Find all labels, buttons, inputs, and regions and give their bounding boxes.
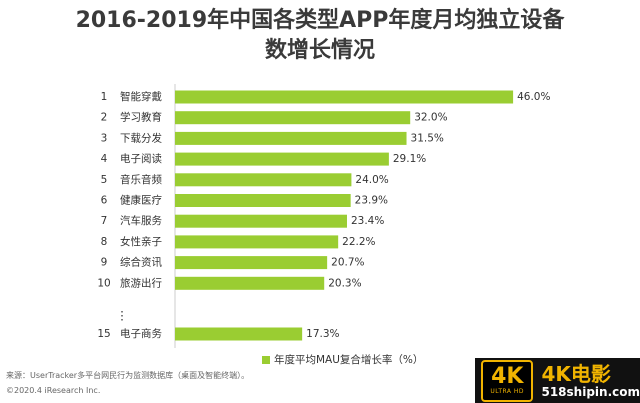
category-label: 综合资讯 [120,256,162,269]
rank-label: 15 [97,328,110,340]
bar-汽车服务 [175,214,347,228]
rank-label: 4 [101,153,108,165]
watermark-logo: 4K ULTRA HD 4K电影 518shipin.com [475,358,640,403]
category-label: 旅游出行 [120,276,162,289]
chart-title-line1: 2016-2019年中国各类型APP年度月均独立设备 [75,8,565,33]
source-note: 来源：UserTracker多平台网民行为监测数据库（桌面及智能终端）。 [6,371,250,380]
category-label: 电子商务 [120,327,162,340]
category-label: 智能穿戴 [120,90,162,103]
rank-label: 9 [101,257,108,269]
value-label: 20.3% [328,277,361,289]
bar-健康医疗 [175,194,351,207]
bar-综合资讯 [175,256,328,270]
value-label: 23.4% [351,215,384,227]
bar-chart: 1 智能穿戴 46.0% 2 学习教育 32.0% 3 下载分发 31.5% 4 电子阅读 29.1%… [97,84,550,348]
bar-下载分发 [175,131,407,145]
legend-label: 年度平均MAU复合增长率（%） [274,354,424,366]
bar-旅游出行 [175,276,325,290]
value-label: 17.3% [306,328,339,340]
rank-label: 2 [101,112,108,124]
watermark-badge-bottom: ULTRA HD [490,387,525,395]
watermark-badge: 4K ULTRA HD [481,359,534,402]
value-label: 32.0% [414,112,447,124]
ellipsis-marker: ⋮ [116,309,128,323]
category-label: 汽车服务 [120,214,162,227]
rank-label: 5 [101,174,108,186]
bar-电子阅读 [175,152,389,166]
value-label: 31.5% [411,132,444,144]
value-label: 20.7% [331,257,364,269]
category-label: 学习教育 [120,111,162,124]
rank-label: 7 [101,215,108,227]
category-label: 音乐音频 [120,173,162,186]
bar-音乐音频 [175,173,352,187]
chart-title-line2: 数增长情况 [264,38,375,63]
category-label: 电子阅读 [120,152,162,165]
watermark-brand: 4K电影 [541,361,611,386]
bar-学习教育 [175,111,411,125]
bar-电子商务 [175,327,303,341]
copyright-note: ©2020.4 iResearch Inc. [6,386,101,395]
value-label: 24.0% [355,174,388,186]
category-label: 健康医疗 [120,194,162,207]
bar-智能穿戴 [175,90,514,104]
rank-label: 3 [101,132,108,144]
category-label: 下载分发 [120,131,162,144]
watermark-text: 4K电影 518shipin.com [541,363,640,399]
watermark-badge-top: 4K [491,363,524,389]
watermark-site: 518shipin.com [541,384,640,399]
chart-legend: 年度平均MAU复合增长率（%） [262,352,423,367]
rank-label: 6 [101,195,108,207]
rank-label: 1 [101,91,108,103]
value-label: 29.1% [393,153,426,165]
value-label: 22.2% [342,236,375,248]
legend-swatch [262,355,270,364]
rank-label: 8 [101,236,108,248]
value-label: 46.0% [517,91,550,103]
category-label: 女性亲子 [120,235,162,248]
bar-女性亲子 [175,235,339,249]
rank-label: 10 [97,277,110,289]
value-label: 23.9% [355,195,388,207]
